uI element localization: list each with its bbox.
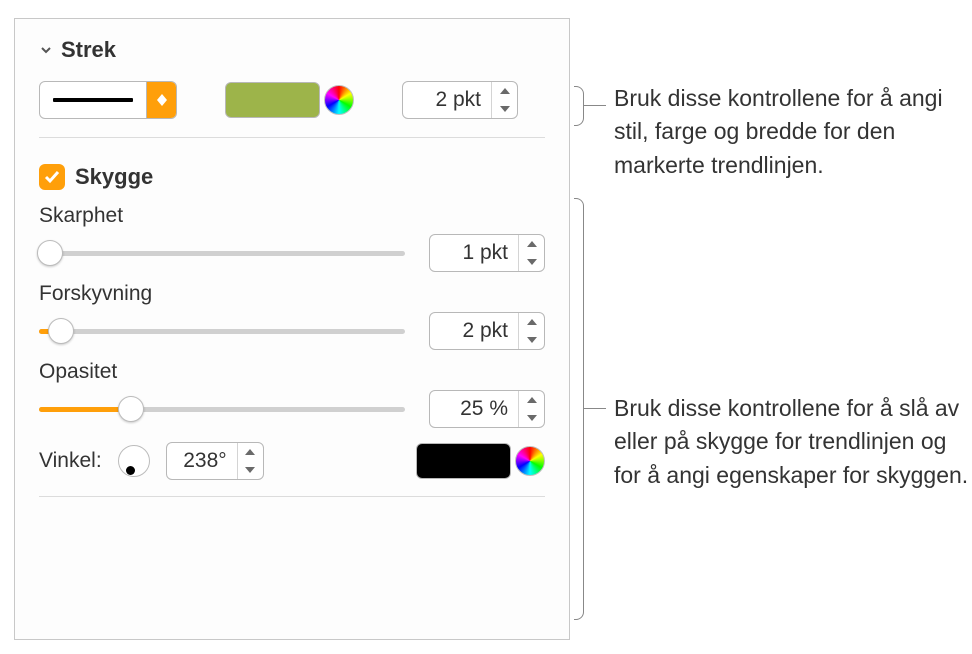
sharpness-stepper[interactable]: 1 pkt [429,234,545,272]
angle-label: Vinkel: [39,449,102,473]
format-panel: Strek 2 pkt [14,18,570,640]
offset-row: 2 pkt [39,312,545,350]
offset-value: 2 pkt [430,319,518,343]
callout-shadow: Bruk disse kontrollene for å slå av elle… [614,392,972,492]
section-divider [39,137,545,138]
chevron-down-icon [39,43,53,57]
stroke-section-title: Strek [61,37,116,63]
stroke-section-header[interactable]: Strek [39,37,545,63]
angle-stepper[interactable]: 238° [166,442,264,480]
stroke-style-stepper[interactable] [146,82,176,118]
sharpness-row: 1 pkt [39,234,545,272]
stepper-arrows[interactable] [518,391,544,427]
shadow-color-group [416,443,545,479]
callout-bracket-2 [574,198,584,620]
stroke-color-picker-icon[interactable] [324,85,354,115]
stroke-style-popup[interactable] [39,81,177,119]
shadow-color-picker-icon[interactable] [515,446,545,476]
stepper-arrows[interactable] [518,313,544,349]
sharpness-label: Skarphet [39,204,545,228]
opacity-value: 25 % [430,397,518,421]
sharpness-slider[interactable] [39,241,405,265]
stepper-arrows[interactable] [491,82,517,118]
shadow-label: Skygge [75,164,153,190]
stroke-controls-row: 2 pkt [39,81,545,119]
callout-stroke: Bruk disse kontrollene for å angi stil, … [614,82,954,182]
opacity-label: Opasitet [39,360,545,384]
stroke-color-well[interactable] [225,82,320,118]
offset-label: Forskyvning [39,282,545,306]
stepper-arrows[interactable] [518,235,544,271]
bottom-divider [39,496,545,497]
callout-lead-2 [584,408,606,409]
stroke-color-group [225,82,354,118]
offset-stepper[interactable]: 2 pkt [429,312,545,350]
callout-bracket-1 [574,86,584,126]
stepper-arrows[interactable] [237,443,263,479]
angle-row: Vinkel: 238° [39,442,545,480]
shadow-checkbox[interactable] [39,164,65,190]
opacity-stepper[interactable]: 25 % [429,390,545,428]
stroke-line-icon [53,98,133,102]
callout-lead-1 [584,105,606,106]
shadow-color-well[interactable] [416,443,511,479]
offset-slider[interactable] [39,319,405,343]
sharpness-value: 1 pkt [430,241,518,265]
stroke-width-value: 2 pkt [403,88,491,112]
opacity-row: 25 % [39,390,545,428]
shadow-check-row: Skygge [39,164,545,190]
angle-dial[interactable] [118,445,150,477]
opacity-slider[interactable] [39,397,405,421]
stroke-style-preview [40,82,146,118]
angle-dot-icon [126,466,135,475]
shadow-subgroup: Skarphet 1 pkt Forskyvning 2 pkt [39,204,545,497]
stroke-width-stepper[interactable]: 2 pkt [402,81,518,119]
angle-value: 238° [167,449,237,473]
